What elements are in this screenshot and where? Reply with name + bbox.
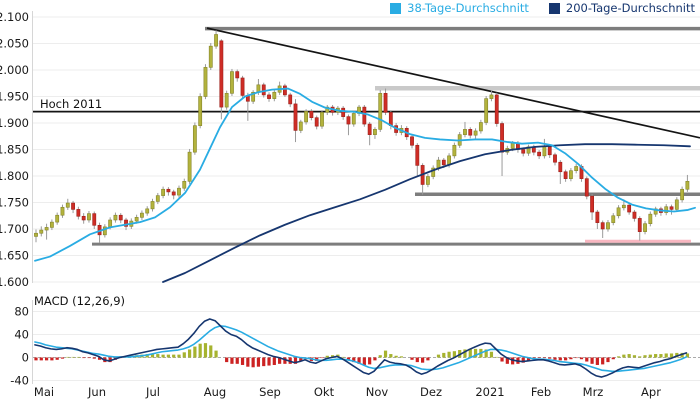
- svg-text:1.600: 1.600: [0, 275, 29, 289]
- svg-text:1.950: 1.950: [0, 90, 29, 104]
- hoch-2011-label: Hoch 2011: [40, 97, 103, 111]
- svg-text:1.850: 1.850: [0, 143, 29, 157]
- axis-labels: 2.100 2.050 2.000 1.950 1.900 1.850 1.800 1.750…: [0, 10, 661, 399]
- chart-legend: 38-Tage-Durchschnitt 200-Tage-Durchschni…: [390, 1, 695, 15]
- svg-text:Dez: Dez: [420, 385, 442, 399]
- trendline-group: [206, 27, 700, 139]
- svg-text:80: 80: [14, 305, 29, 319]
- svg-text:Aug: Aug: [204, 385, 226, 399]
- svg-text:2.050: 2.050: [0, 37, 29, 51]
- svg-text:2.000: 2.000: [0, 63, 29, 77]
- svg-text:2.100: 2.100: [0, 10, 29, 24]
- gridlines: [32, 11, 700, 384]
- moving-averages: [34, 87, 696, 283]
- svg-text:Jul: Jul: [145, 385, 160, 399]
- macd-lines: [34, 318, 688, 378]
- svg-text:1.700: 1.700: [0, 222, 29, 236]
- svg-text:Mrz: Mrz: [583, 385, 604, 399]
- svg-text:1.900: 1.900: [0, 116, 29, 130]
- ma200-swatch-icon: [548, 3, 560, 15]
- ma38-swatch-icon: [390, 3, 402, 15]
- macd-title: MACD (12,26,9): [34, 294, 125, 308]
- svg-text:Mai: Mai: [34, 385, 54, 399]
- legend-item-ma200[interactable]: 200-Tage-Durchschnitt: [548, 1, 695, 15]
- svg-text:Okt: Okt: [314, 385, 335, 399]
- svg-text:1.650: 1.650: [0, 249, 29, 263]
- svg-text:-40: -40: [10, 374, 29, 388]
- macd-histogram: [34, 343, 690, 368]
- svg-text:1.750: 1.750: [0, 196, 29, 210]
- macd-signal-line: [34, 325, 688, 373]
- candles: [34, 30, 690, 243]
- ma200-legend-label: 200-Tage-Durchschnitt: [565, 1, 695, 15]
- svg-text:40: 40: [14, 328, 29, 342]
- svg-text:2021: 2021: [475, 385, 504, 399]
- svg-text:Sep: Sep: [259, 385, 281, 399]
- ma38-legend-label: 38-Tage-Durchschnitt: [407, 1, 529, 15]
- svg-text:1.800: 1.800: [0, 169, 29, 183]
- svg-text:Jun: Jun: [87, 385, 106, 399]
- svg-text:Apr: Apr: [641, 385, 661, 399]
- macd-line: [34, 318, 688, 378]
- svg-text:0: 0: [22, 351, 29, 365]
- svg-text:Feb: Feb: [531, 385, 551, 399]
- ma200-line: [162, 143, 691, 283]
- legend-item-ma38[interactable]: 38-Tage-Durchschnitt: [390, 1, 529, 15]
- support-resistance-levels: [33, 26, 700, 246]
- svg-text:Nov: Nov: [366, 385, 389, 399]
- ma38-line: [34, 87, 696, 262]
- trendline: [206, 27, 700, 139]
